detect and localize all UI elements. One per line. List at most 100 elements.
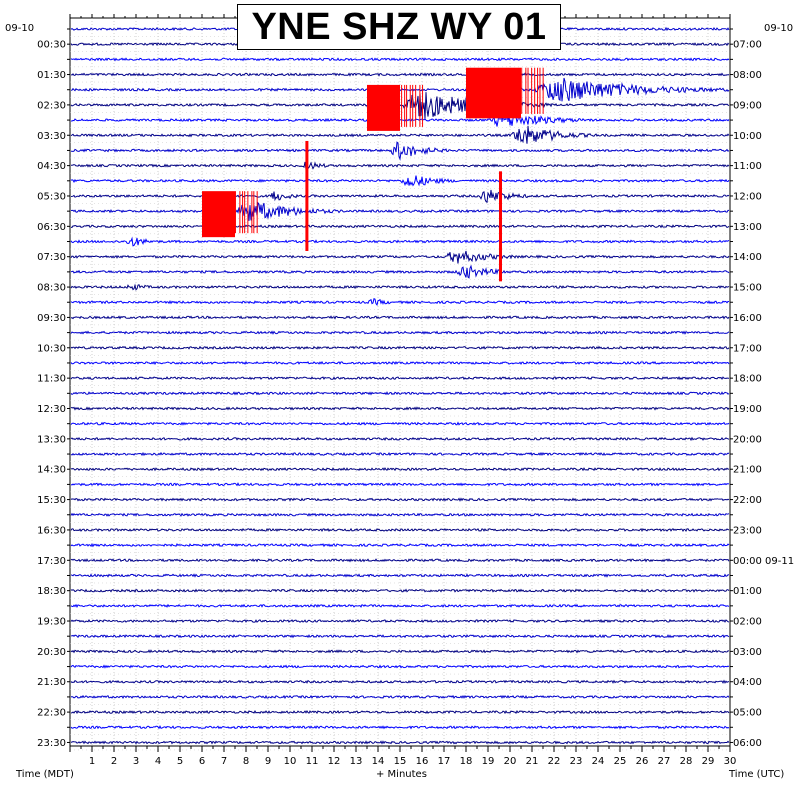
left-time-label: 09:30 — [37, 313, 66, 324]
x-tick-label: 1 — [89, 756, 95, 767]
left-time-label: 02:30 — [37, 100, 66, 111]
left-time-label: 01:30 — [37, 70, 66, 81]
left-time-label: 05:30 — [37, 191, 66, 202]
trace-line — [70, 649, 730, 654]
x-tick-label: 21 — [526, 756, 539, 767]
x-tick-label: 6 — [199, 756, 205, 767]
trace-line — [70, 201, 729, 224]
right-time-label: 10:00 — [733, 131, 762, 142]
trace-line — [70, 588, 730, 593]
trace-line — [70, 298, 730, 306]
right-time-label: 03:00 — [733, 647, 762, 658]
trace-line — [70, 512, 730, 517]
x-tick-label: 26 — [636, 756, 649, 767]
trace-line — [70, 603, 730, 609]
right-time-label: 05:00 — [733, 708, 762, 719]
trace-line — [70, 250, 730, 264]
right-time-label: 23:00 — [733, 525, 762, 536]
x-tick-label: 13 — [350, 756, 363, 767]
trace-line — [70, 482, 730, 487]
x-tick-label: 30 — [724, 756, 737, 767]
x-tick-label: 11 — [306, 756, 319, 767]
trace-line — [70, 421, 730, 426]
right-time-label: 06:00 — [733, 738, 762, 749]
left-time-label: 10:30 — [37, 343, 66, 354]
x-tick-label: 24 — [592, 756, 605, 767]
x-tick-label: 10 — [284, 756, 297, 767]
left-time-label: 15:30 — [37, 495, 66, 506]
left-time-label: 16:30 — [37, 525, 66, 536]
left-time-label: 19:30 — [37, 617, 66, 628]
left-date-label: 09-10 — [5, 23, 34, 34]
right-time-label: 04:00 — [733, 677, 762, 688]
trace-line — [70, 57, 730, 62]
trace-line — [70, 224, 730, 229]
right-time-label: 08:00 — [733, 70, 762, 81]
trace-line — [70, 709, 730, 715]
trace-line — [70, 236, 730, 247]
trace-line — [70, 542, 730, 548]
trace-line — [70, 330, 730, 335]
trace-line — [70, 406, 730, 411]
right-time-label: 15:00 — [733, 283, 762, 294]
x-tick-label: 8 — [243, 756, 249, 767]
trace-line — [70, 679, 730, 684]
left-time-label: 14:30 — [37, 465, 66, 476]
trace-line — [70, 664, 730, 669]
trace-line — [70, 264, 730, 279]
right-time-label: 19:00 — [733, 404, 762, 415]
trace-line — [70, 573, 730, 578]
right-time-label: 22:00 — [733, 495, 762, 506]
right-time-label: 17:00 — [733, 343, 762, 354]
x-tick-label: 28 — [680, 756, 693, 767]
trace-line — [70, 694, 730, 700]
clipped-signal — [202, 191, 235, 238]
trace-line — [70, 141, 730, 161]
right-time-label: 18:00 — [733, 374, 762, 385]
left-time-label: 22:30 — [37, 708, 66, 719]
trace-line — [70, 360, 730, 366]
left-time-label: 04:30 — [37, 161, 66, 172]
x-tick-label: 23 — [570, 756, 583, 767]
trace-line — [70, 497, 730, 502]
right-time-label: 16:00 — [733, 313, 762, 324]
left-time-label: 03:30 — [37, 131, 66, 142]
trace-line — [70, 725, 730, 730]
trace-line — [70, 467, 730, 472]
x-tick-label: 18 — [460, 756, 473, 767]
x-tick-label: 17 — [438, 756, 451, 767]
trace-line — [70, 175, 730, 187]
trace-line — [70, 315, 730, 320]
right-time-label: 12:00 — [733, 191, 762, 202]
x-tick-label: 2 — [111, 756, 117, 767]
trace-line — [70, 634, 730, 639]
right-time-label: 09:00 — [733, 100, 762, 111]
left-time-label: 08:30 — [37, 283, 66, 294]
x-tick-label: 29 — [702, 756, 715, 767]
clipped-signal — [466, 67, 521, 119]
trace-line — [70, 618, 730, 624]
x-tick-label: 16 — [416, 756, 429, 767]
x-tick-label: 19 — [482, 756, 495, 767]
clipped-signal — [367, 84, 400, 131]
seismic-traces — [70, 26, 730, 745]
trace-line — [70, 527, 730, 533]
left-axis-label: Time (MDT) — [15, 769, 74, 780]
trace-line — [70, 740, 730, 745]
right-time-label: 01:00 — [733, 586, 762, 597]
left-time-label: 12:30 — [37, 404, 66, 415]
x-tick-label: 20 — [504, 756, 517, 767]
axis-ticks: 1 2 3 4 5 6 7 8 9 10 11 12 13 14 15 16 17 18 19 20 21 22 23 24 2… — [37, 14, 794, 767]
x-tick-label: 12 — [328, 756, 341, 767]
left-time-label: 07:30 — [37, 252, 66, 263]
x-tick-label: 14 — [372, 756, 385, 767]
left-time-label: 17:30 — [37, 556, 66, 567]
clipped-spike — [499, 171, 502, 282]
x-tick-label: 4 — [155, 756, 161, 767]
left-time-label: 11:30 — [37, 374, 66, 385]
x-tick-label: 9 — [265, 756, 271, 767]
grid — [70, 18, 730, 751]
trace-line — [70, 189, 730, 204]
